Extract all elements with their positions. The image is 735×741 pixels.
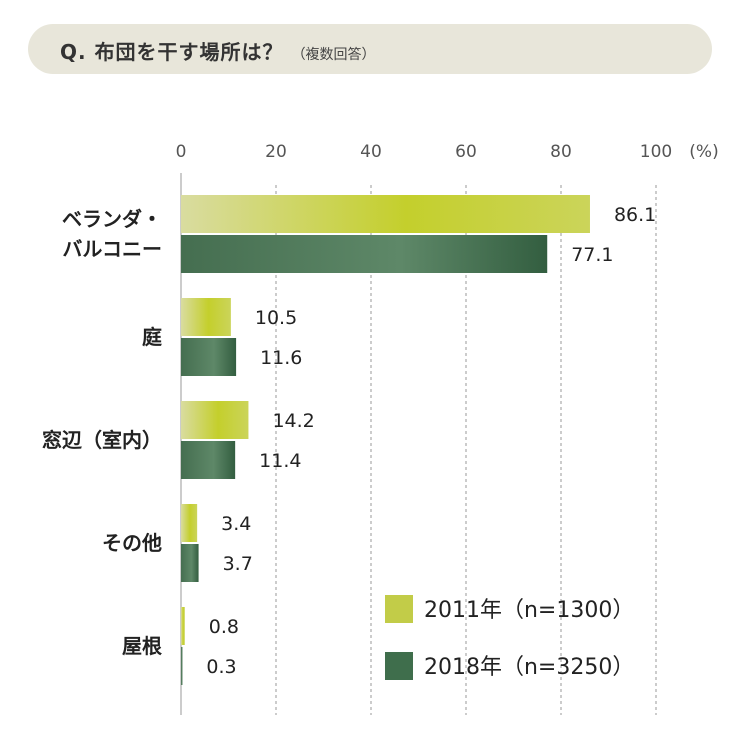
data-label: 14.2 bbox=[272, 410, 314, 432]
tick-label: 0 bbox=[176, 142, 187, 162]
bar bbox=[181, 235, 548, 273]
bar bbox=[181, 401, 249, 439]
question-text: Q. 布団を干す場所は？ bbox=[60, 40, 284, 64]
tick-label: 40 bbox=[360, 142, 382, 162]
category-label: 窓辺（室内） bbox=[42, 428, 162, 452]
data-label: 10.5 bbox=[255, 307, 297, 329]
data-label: 3.4 bbox=[221, 513, 251, 535]
tick-label: 60 bbox=[455, 142, 477, 162]
legend-label: 2018年（n=3250） bbox=[424, 655, 634, 680]
legend-label: 2011年（n=1300） bbox=[424, 598, 634, 623]
bar bbox=[181, 195, 590, 233]
category-label: 庭 bbox=[142, 325, 162, 349]
title-banner bbox=[28, 24, 712, 74]
category-label: ベランダ・ bbox=[62, 207, 162, 231]
bar bbox=[181, 504, 198, 542]
data-label: 0.3 bbox=[206, 656, 236, 678]
data-label: 11.4 bbox=[259, 450, 301, 472]
tick-label: 80 bbox=[550, 142, 572, 162]
bar bbox=[181, 441, 236, 479]
legend-swatch bbox=[385, 652, 413, 680]
data-label: 0.8 bbox=[209, 616, 239, 638]
legend-swatch bbox=[385, 595, 413, 623]
data-label: 11.6 bbox=[260, 347, 302, 369]
axis-unit-label: (%) bbox=[689, 142, 718, 162]
bar bbox=[181, 338, 237, 376]
category-label: バルコニー bbox=[62, 237, 162, 261]
bar bbox=[181, 647, 183, 685]
data-label: 77.1 bbox=[571, 244, 613, 266]
bar bbox=[181, 298, 231, 336]
data-label: 3.7 bbox=[223, 553, 253, 575]
category-label: 屋根 bbox=[122, 634, 162, 658]
data-label: 86.1 bbox=[614, 204, 656, 226]
category-label: その他 bbox=[102, 531, 162, 555]
bar bbox=[181, 544, 199, 582]
question-note: （複数回答） bbox=[291, 47, 376, 63]
tick-label: 20 bbox=[265, 142, 287, 162]
tick-label: 100 bbox=[640, 142, 672, 162]
bar bbox=[181, 607, 185, 645]
chart-title: Q. 布団を干す場所は？ （複数回答） bbox=[60, 36, 376, 65]
